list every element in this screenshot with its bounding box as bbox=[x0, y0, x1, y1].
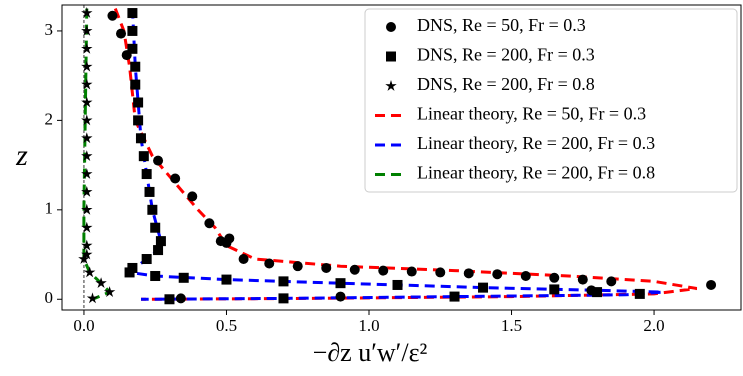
y-tick-label: 1 bbox=[45, 199, 54, 218]
plot-frame bbox=[61, 4, 742, 311]
y-tick-label: 2 bbox=[45, 109, 54, 128]
dns-point bbox=[175, 293, 186, 304]
dns-point bbox=[127, 8, 138, 19]
legend-marker bbox=[385, 80, 397, 91]
dns-point bbox=[164, 294, 175, 305]
legend-label: DNS, Re = 50, Fr = 0.3 bbox=[417, 15, 586, 35]
dns-point bbox=[127, 43, 138, 54]
y-axis-label: z bbox=[15, 139, 28, 172]
dns-point bbox=[264, 258, 275, 269]
legend-label: DNS, Re = 200, Fr = 0.3 bbox=[417, 45, 595, 65]
dns-point bbox=[592, 287, 603, 298]
dns-point bbox=[335, 291, 346, 302]
legend-marker bbox=[386, 22, 396, 32]
dns-point bbox=[147, 204, 158, 215]
dns-point bbox=[187, 191, 198, 202]
dns-point bbox=[478, 282, 489, 293]
y-tick-label: 0 bbox=[45, 288, 54, 307]
dns-point bbox=[634, 288, 645, 299]
x-tick-label: 1.0 bbox=[358, 316, 379, 335]
dns-point bbox=[81, 168, 93, 179]
legend-box bbox=[364, 8, 738, 193]
x-tick-label: 1.5 bbox=[501, 316, 522, 335]
dns-point bbox=[378, 265, 389, 276]
dns-point bbox=[321, 262, 332, 273]
dns-point bbox=[81, 185, 93, 197]
dns-point bbox=[133, 97, 144, 108]
dns-point bbox=[81, 24, 93, 36]
dns-point bbox=[221, 274, 232, 285]
dns-point bbox=[349, 264, 360, 275]
dns-point bbox=[292, 261, 303, 272]
dns-point bbox=[141, 254, 152, 265]
dns-point bbox=[81, 150, 93, 161]
dns-point bbox=[435, 267, 446, 278]
dns-point bbox=[204, 218, 215, 229]
dns-point bbox=[492, 269, 503, 280]
dns-point bbox=[153, 245, 164, 256]
dns-point bbox=[95, 277, 107, 288]
legend-marker bbox=[386, 51, 396, 62]
dns-point bbox=[86, 292, 99, 304]
dns-point bbox=[150, 271, 161, 282]
dns-point bbox=[81, 203, 93, 215]
dns-point bbox=[278, 293, 289, 304]
dns-point bbox=[155, 236, 166, 247]
legend-label: Linear theory, Re = 50, Fr = 0.3 bbox=[417, 104, 646, 124]
x-axis-label: −∂z u′w′/ε² bbox=[313, 338, 428, 367]
dns-point bbox=[224, 233, 235, 244]
dns-point bbox=[141, 169, 152, 180]
dns-point bbox=[116, 28, 127, 39]
dns-point bbox=[144, 186, 155, 197]
x-tick-label: 2.0 bbox=[643, 316, 664, 335]
dns-point bbox=[127, 25, 138, 36]
dns-point bbox=[138, 151, 149, 162]
dns-point bbox=[130, 61, 141, 72]
dns-point bbox=[150, 222, 161, 233]
dns-point bbox=[706, 279, 717, 290]
dns-point bbox=[81, 60, 93, 72]
dns-point bbox=[238, 254, 249, 265]
legend-label: Linear theory, Re = 200, Fr = 0.8 bbox=[417, 163, 655, 183]
dns-point bbox=[81, 78, 93, 90]
dns-point bbox=[449, 291, 460, 302]
dns-point bbox=[335, 278, 346, 289]
dns-point bbox=[577, 274, 588, 285]
dns-point bbox=[278, 276, 289, 287]
dns-point bbox=[107, 10, 118, 21]
dns-point bbox=[81, 132, 93, 144]
dns-point bbox=[153, 155, 164, 166]
legend-label: Linear theory, Re = 200, Fr = 0.3 bbox=[417, 133, 655, 153]
dns-point bbox=[406, 266, 417, 277]
dns-point bbox=[81, 114, 93, 126]
dns-point bbox=[170, 173, 181, 184]
dns-point bbox=[78, 253, 90, 264]
dns-point bbox=[549, 272, 560, 283]
dns-point bbox=[81, 221, 93, 233]
x-tick-label: 0.0 bbox=[73, 316, 94, 335]
dns-point bbox=[130, 79, 141, 90]
dns-point bbox=[81, 239, 93, 251]
x-tick-label: 0.5 bbox=[216, 316, 237, 335]
dns-point bbox=[81, 7, 93, 18]
y-tick-label: 3 bbox=[45, 20, 54, 39]
dns-point bbox=[463, 268, 474, 279]
dns-point bbox=[135, 133, 146, 144]
dns-point bbox=[81, 42, 93, 54]
dns-point bbox=[549, 284, 560, 295]
dns-point bbox=[606, 276, 617, 287]
legend-label: DNS, Re = 200, Fr = 0.8 bbox=[417, 74, 595, 94]
dns-point bbox=[133, 115, 144, 126]
dns-point bbox=[520, 271, 531, 282]
dns-point bbox=[83, 266, 96, 278]
dns-point bbox=[81, 248, 93, 260]
dns-point bbox=[81, 96, 93, 108]
dns-point bbox=[178, 272, 189, 283]
dns-point bbox=[124, 267, 135, 278]
dns-point bbox=[392, 279, 403, 290]
dns-point bbox=[103, 286, 116, 297]
